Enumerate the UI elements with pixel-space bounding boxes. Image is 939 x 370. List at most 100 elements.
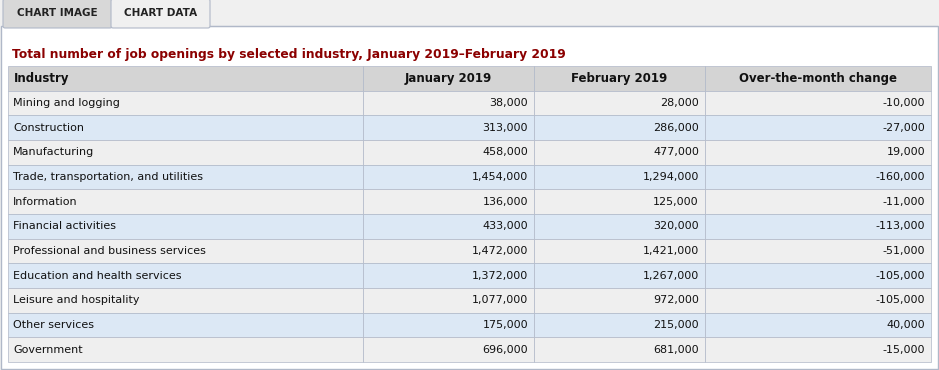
Bar (705, 115, 931, 140)
Text: 433,000: 433,000 (483, 221, 528, 231)
FancyBboxPatch shape (111, 0, 210, 28)
Text: 125,000: 125,000 (654, 197, 699, 207)
Text: 175,000: 175,000 (483, 320, 528, 330)
Text: CHART DATA: CHART DATA (124, 8, 197, 18)
Bar (534, 313, 705, 337)
Bar (8, 115, 363, 140)
Text: 681,000: 681,000 (654, 345, 699, 355)
Text: Education and health services: Education and health services (13, 271, 181, 281)
Text: Mining and logging: Mining and logging (13, 98, 120, 108)
Text: -10,000: -10,000 (883, 98, 925, 108)
Text: -11,000: -11,000 (883, 197, 925, 207)
Text: January 2019: January 2019 (405, 72, 492, 85)
Bar (534, 288, 705, 313)
Bar (8, 66, 363, 91)
Bar (534, 189, 705, 214)
Bar (534, 214, 705, 239)
Text: 19,000: 19,000 (886, 147, 925, 157)
Bar (705, 189, 931, 214)
Text: 28,000: 28,000 (660, 98, 699, 108)
Text: Financial activities: Financial activities (13, 221, 116, 231)
Bar (363, 165, 534, 189)
Text: 972,000: 972,000 (653, 295, 699, 305)
Bar (363, 313, 534, 337)
Bar (534, 165, 705, 189)
Text: -105,000: -105,000 (875, 295, 925, 305)
Bar (534, 140, 705, 165)
Text: Over-the-month change: Over-the-month change (739, 72, 897, 85)
Bar (705, 214, 931, 239)
Bar (8, 313, 363, 337)
Bar (705, 263, 931, 288)
Text: 215,000: 215,000 (654, 320, 699, 330)
Bar (705, 288, 931, 313)
Bar (8, 214, 363, 239)
Bar (534, 263, 705, 288)
Text: 1,294,000: 1,294,000 (642, 172, 699, 182)
Text: -27,000: -27,000 (883, 123, 925, 133)
Bar (8, 337, 363, 362)
Text: Other services: Other services (13, 320, 94, 330)
Text: Leisure and hospitality: Leisure and hospitality (13, 295, 140, 305)
Text: 458,000: 458,000 (483, 147, 528, 157)
Bar (534, 66, 705, 91)
Bar (363, 140, 534, 165)
Bar (8, 140, 363, 165)
Bar (705, 337, 931, 362)
Text: Information: Information (13, 197, 78, 207)
Text: 696,000: 696,000 (483, 345, 528, 355)
Text: 38,000: 38,000 (489, 98, 528, 108)
Bar (705, 91, 931, 115)
Text: -105,000: -105,000 (875, 271, 925, 281)
Text: 136,000: 136,000 (483, 197, 528, 207)
Bar (8, 288, 363, 313)
Text: Construction: Construction (13, 123, 84, 133)
Bar (363, 239, 534, 263)
Text: 1,372,000: 1,372,000 (472, 271, 528, 281)
Bar (8, 91, 363, 115)
Bar (8, 263, 363, 288)
Text: 320,000: 320,000 (654, 221, 699, 231)
Bar (363, 337, 534, 362)
Bar (705, 313, 931, 337)
Bar (705, 140, 931, 165)
Text: Manufacturing: Manufacturing (13, 147, 94, 157)
Bar (534, 115, 705, 140)
Bar (8, 165, 363, 189)
Bar (363, 115, 534, 140)
Text: February 2019: February 2019 (571, 72, 668, 85)
Text: 40,000: 40,000 (886, 320, 925, 330)
Bar (363, 214, 534, 239)
Bar (363, 91, 534, 115)
Text: 477,000: 477,000 (653, 147, 699, 157)
Text: 286,000: 286,000 (654, 123, 699, 133)
Bar (363, 189, 534, 214)
Text: 1,267,000: 1,267,000 (642, 271, 699, 281)
Text: 1,421,000: 1,421,000 (642, 246, 699, 256)
Bar (705, 165, 931, 189)
Text: Government: Government (13, 345, 83, 355)
Text: -113,000: -113,000 (875, 221, 925, 231)
Text: Total number of job openings by selected industry, January 2019–February 2019: Total number of job openings by selected… (12, 48, 566, 61)
Bar (705, 239, 931, 263)
Bar (534, 337, 705, 362)
Text: Trade, transportation, and utilities: Trade, transportation, and utilities (13, 172, 203, 182)
Text: Professional and business services: Professional and business services (13, 246, 206, 256)
Bar (363, 263, 534, 288)
Text: CHART IMAGE: CHART IMAGE (17, 8, 98, 18)
Bar (8, 239, 363, 263)
Bar (534, 91, 705, 115)
Text: 1,472,000: 1,472,000 (471, 246, 528, 256)
Bar (534, 239, 705, 263)
Text: 313,000: 313,000 (483, 123, 528, 133)
Text: 1,454,000: 1,454,000 (472, 172, 528, 182)
Text: 1,077,000: 1,077,000 (472, 295, 528, 305)
FancyBboxPatch shape (3, 0, 112, 28)
Text: -15,000: -15,000 (883, 345, 925, 355)
Text: Industry: Industry (14, 72, 69, 85)
Bar (8, 189, 363, 214)
Bar (705, 66, 931, 91)
Text: -51,000: -51,000 (883, 246, 925, 256)
Bar (363, 288, 534, 313)
Bar (363, 66, 534, 91)
